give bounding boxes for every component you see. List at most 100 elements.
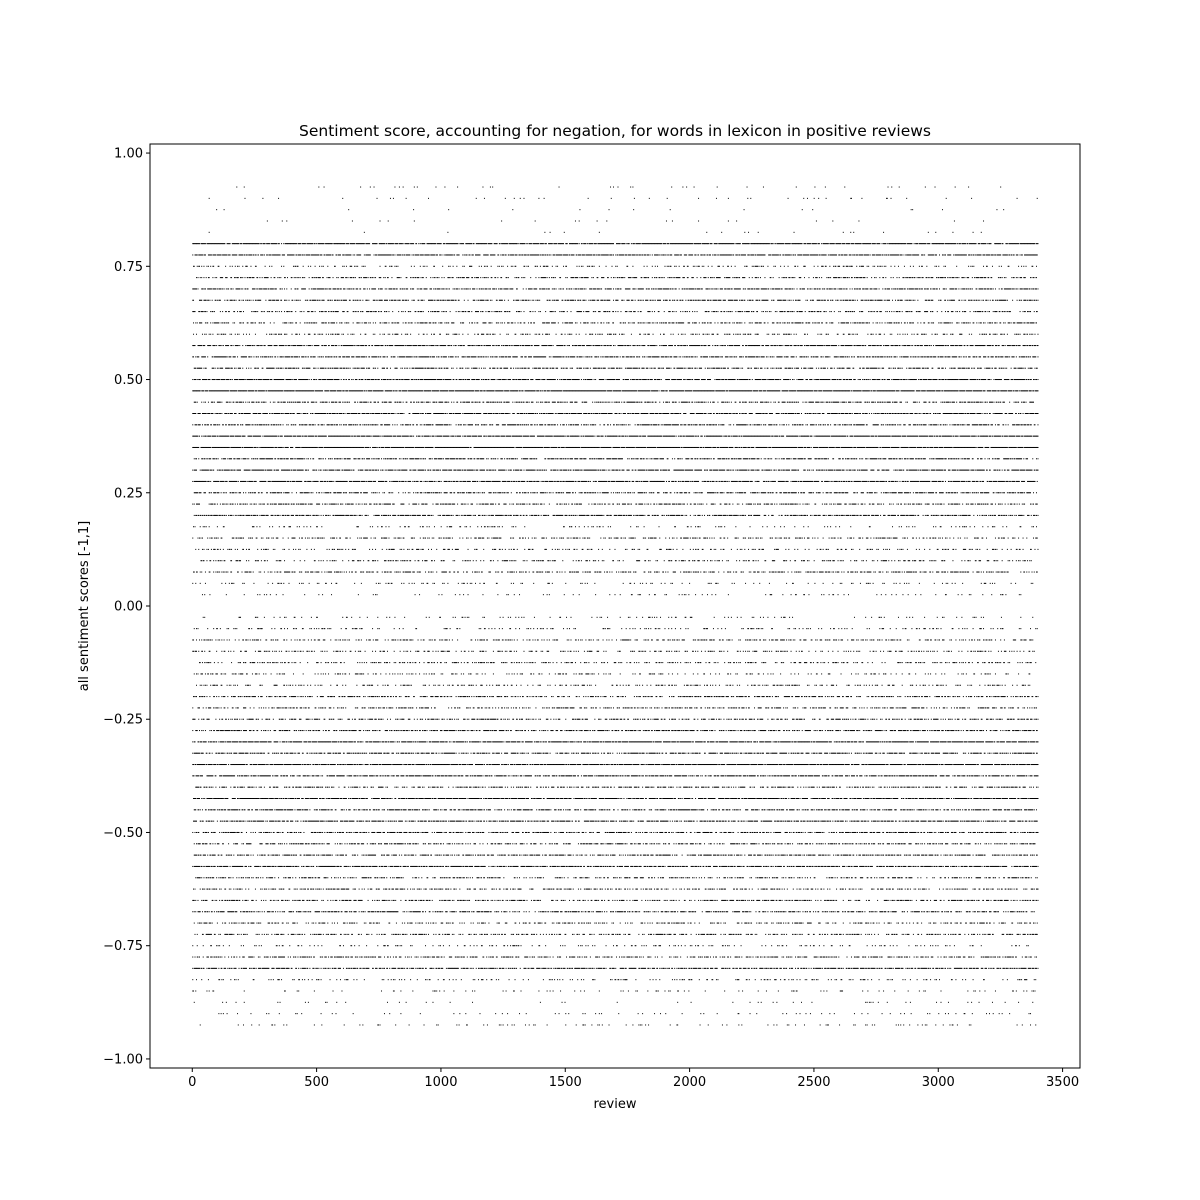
data-point: [862, 311, 864, 313]
data-point: [548, 288, 550, 290]
data-point: [252, 243, 254, 245]
data-point: [910, 254, 912, 256]
data-point: [207, 265, 209, 267]
data-point: [788, 277, 790, 279]
data-point: [1030, 254, 1032, 256]
data-point: [660, 243, 662, 245]
data-point: [936, 243, 938, 245]
data-point: [426, 243, 428, 245]
data-point: [958, 243, 960, 245]
data-point: [1021, 254, 1023, 256]
data-point: [770, 311, 772, 313]
data-point: [527, 254, 529, 256]
data-point: [577, 277, 579, 279]
data-point: [252, 277, 254, 279]
data-point: [865, 254, 867, 256]
data-point: [485, 311, 487, 313]
data-point: [300, 254, 302, 256]
data-point: [977, 254, 979, 256]
data-point: [620, 277, 622, 279]
data-point: [842, 288, 844, 290]
data-point: [759, 299, 761, 301]
data-point: [253, 243, 255, 245]
data-point: [323, 322, 325, 324]
data-point: [654, 254, 656, 256]
data-point: [864, 243, 866, 245]
data-point: [481, 288, 483, 290]
data-point: [500, 277, 502, 279]
data-point: [838, 277, 840, 279]
data-point: [447, 277, 449, 279]
data-point: [369, 254, 371, 256]
data-point: [228, 243, 230, 245]
data-point: [337, 254, 339, 256]
data-point: [671, 311, 673, 313]
data-point: [260, 311, 262, 313]
data-point: [317, 243, 319, 245]
data-point: [462, 288, 464, 290]
data-point: [909, 311, 911, 313]
score-level-points: [192, 243, 1039, 245]
data-point: [253, 322, 255, 324]
data-point: [310, 243, 312, 245]
data-point: [783, 277, 785, 279]
data-point: [454, 288, 456, 290]
data-point: [963, 243, 965, 245]
data-point: [497, 311, 499, 313]
data-point: [361, 265, 363, 267]
data-point: [378, 277, 380, 279]
data-point: [872, 243, 874, 245]
data-point: [371, 311, 373, 313]
data-point: [956, 254, 958, 256]
data-point: [812, 299, 814, 301]
data-point: [853, 231, 855, 233]
data-point: [218, 243, 220, 245]
data-point: [832, 299, 834, 301]
data-point: [1003, 254, 1005, 256]
data-point: [224, 299, 226, 301]
data-point: [632, 243, 634, 245]
data-point: [225, 254, 227, 256]
data-point: [353, 277, 355, 279]
data-point: [938, 243, 940, 245]
data-point: [777, 254, 779, 256]
data-point: [977, 299, 979, 301]
data-point: [524, 243, 526, 245]
data-point: [516, 288, 518, 290]
data-point: [422, 243, 424, 245]
data-point: [662, 299, 664, 301]
data-point: [217, 265, 219, 267]
data-point: [1011, 254, 1013, 256]
data-point: [247, 322, 249, 324]
data-point: [512, 209, 514, 211]
data-point: [237, 265, 239, 267]
data-point: [571, 277, 573, 279]
data-point: [844, 288, 846, 290]
data-point: [251, 243, 253, 245]
data-point: [545, 254, 547, 256]
data-point: [586, 277, 588, 279]
data-point: [419, 243, 421, 245]
data-point: [517, 322, 519, 324]
data-point: [698, 299, 700, 301]
data-point: [564, 254, 566, 256]
data-point: [911, 243, 913, 245]
data-point: [1000, 277, 1002, 279]
data-point: [843, 265, 845, 267]
data-point: [956, 277, 958, 279]
data-point: [225, 311, 227, 313]
data-point: [439, 254, 441, 256]
data-point: [866, 243, 868, 245]
data-point: [1030, 288, 1032, 290]
data-point: [1032, 265, 1034, 267]
data-point: [314, 265, 316, 267]
data-point: [1031, 254, 1033, 256]
data-point: [950, 243, 952, 245]
data-point: [239, 288, 241, 290]
data-point: [399, 243, 401, 245]
data-point: [384, 277, 386, 279]
data-point: [432, 277, 434, 279]
data-point: [554, 299, 556, 301]
data-point: [576, 254, 578, 256]
data-point: [567, 254, 569, 256]
